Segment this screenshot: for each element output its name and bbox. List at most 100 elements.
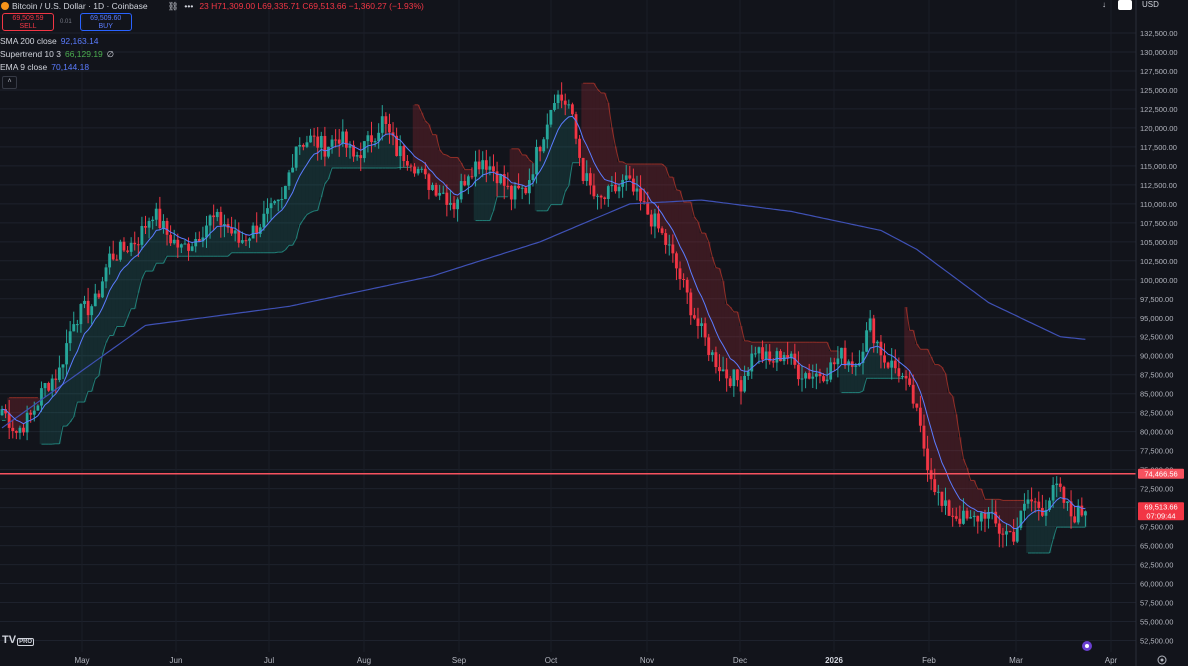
candle-body [147,221,151,228]
supertrend-band [477,169,481,221]
y-tick-label: 120,000.00 [1140,124,1178,133]
x-tick-label: Jun [170,656,183,665]
y-tick-label: 105,000.00 [1140,238,1178,247]
candle-body [836,358,840,365]
supertrend-band [161,220,166,264]
supertrend-band [226,227,230,257]
supertrend-line [938,364,943,368]
indicator-sma[interactable]: SMA 200 close 92,163.14 [0,36,99,46]
candle-body [825,379,829,382]
candle-body [477,161,481,170]
time-axis[interactable]: May Jun Jul Aug Sep Oct Nov Dec 2026 Feb Mar Apr [74,656,1117,665]
supertrend-band [775,342,779,352]
download-icon[interactable]: ↓ [1102,0,1106,9]
chevron-up-icon[interactable]: ˄ [2,76,17,89]
supertrend-band [742,340,747,376]
candle-body [456,199,460,210]
candle-body [875,341,879,344]
supertrend-line [597,88,602,94]
buy-button[interactable]: 69,509.60 BUY [79,13,132,31]
supertrend-line [424,120,430,125]
candle-body [434,184,438,196]
supertrend-band [732,311,736,370]
supertrend-band [459,162,463,182]
candle-body [470,176,474,178]
candle-body [301,144,305,147]
supertrend-line [729,306,735,313]
supertrend-band [272,201,277,253]
symbol-title[interactable]: Bitcoin / U.S. Dollar · 1D · Coinbase [12,1,148,11]
hline-price-label: 74,466.56 [1138,468,1184,479]
supertrend-line [912,330,918,345]
candle-body [574,114,578,139]
candle-body [929,470,933,480]
supertrend-band [305,142,309,215]
supertrend-band [1029,501,1034,554]
supertrend-line [945,373,950,393]
supertrend-band [251,225,255,253]
supertrend-line [417,104,423,113]
candle-body [1033,501,1037,503]
candle-body [700,323,703,327]
candle-body [118,241,122,260]
candle-body [624,175,628,180]
supertrend-band [692,217,697,319]
supertrend-band [857,363,862,393]
indicator-ema[interactable]: EMA 9 close 70,144.18 [0,62,90,72]
supertrend-line [614,146,620,162]
candle-body [140,225,144,245]
candle-body [244,240,248,242]
supertrend-band [610,127,614,185]
price-axis[interactable]: 132,500.00 130,000.00 127,500.00 125,000.00… [1135,0,1178,666]
supertrend-band [89,306,94,392]
supertrend-band [972,480,977,516]
candle-body [599,195,603,198]
sell-button[interactable]: 69,509.59 SELL [2,13,54,31]
supertrend-line [1052,527,1058,540]
supertrend-line [101,342,107,355]
settings-gear-icon[interactable] [1157,655,1167,665]
supertrend-band [979,488,984,513]
supertrend-band [75,324,80,403]
supertrend-band [1065,501,1070,528]
supertrend-band [986,499,991,513]
supertrend-band [699,233,704,324]
currency-selector[interactable]: USD [1142,0,1159,9]
supertrend-band [355,155,359,169]
candle-body [789,353,793,359]
candle-body [427,174,431,190]
supertrend-band [663,167,668,245]
indicator-supertrend[interactable]: Supertrend 10 3 66,129.19 ∅ [0,49,115,59]
supertrend-band [940,367,944,506]
candle-body [312,135,316,137]
more-icon[interactable]: ••• [184,1,194,11]
supertrend-line [665,167,670,178]
supertrend-band [150,219,155,272]
candle-body [144,225,147,228]
y-tick-label: 55,000.00 [1140,618,1173,627]
candle-body [441,192,445,194]
y-tick-label: 92,500.00 [1140,333,1173,342]
candle-body [578,138,581,158]
replay-icon[interactable] [1082,641,1092,651]
candle-body [918,407,922,426]
supertrend-band [319,135,324,198]
supertrend-line [930,356,936,365]
candle-body [158,208,162,228]
candle-body [771,361,775,363]
candle-body [527,180,531,194]
candle-body [542,139,546,152]
supertrend-band [43,382,47,445]
candle-body [377,132,381,142]
link-icon[interactable]: ⛓ [167,0,179,11]
candle-body [438,193,442,196]
candle-body [804,373,807,379]
supertrend-line [492,196,498,211]
supertrend-band [782,342,786,356]
supertrend-line [162,256,168,264]
supertrend-band [932,364,937,493]
fullscreen-icon[interactable] [1118,0,1132,10]
supertrend-line [91,378,96,392]
x-tick-label: Nov [640,656,654,665]
